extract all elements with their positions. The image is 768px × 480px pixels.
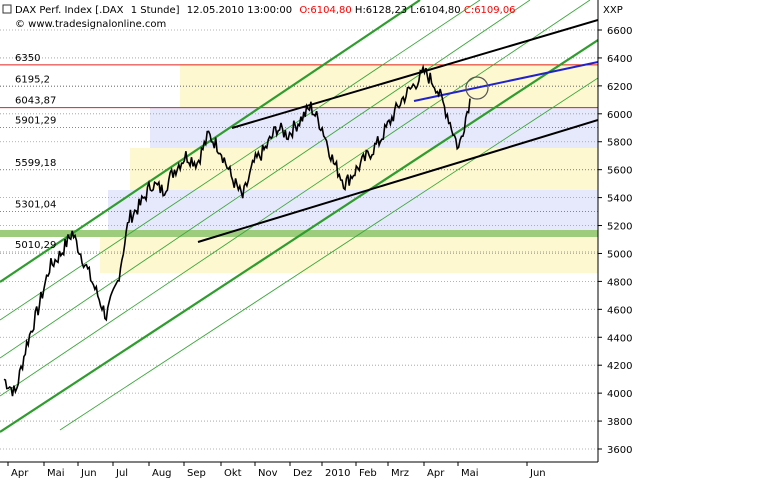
header-high: H:6128,23 — [355, 5, 407, 16]
x-tick-label-9: 2010 — [325, 468, 350, 479]
x-axis: Apr Mai Jun Jul Aug Sep Okt Nov Dez 2010 Feb Mrz Apr… — [7, 462, 546, 479]
trend-lines — [0, 0, 598, 433]
y-tick-label-4800: 4800 — [607, 277, 632, 288]
y-tick-label-6600: 6600 — [607, 26, 632, 37]
channel-green-thin-1 — [0, 0, 481, 321]
source-label: © www.tradesignalonline.com — [15, 19, 166, 30]
header-open: O:6104,80 — [299, 5, 351, 16]
x-tick-label-5: Sep — [187, 468, 206, 479]
x-tick-label-13: Mai — [461, 468, 479, 479]
header-interval: 1 Stunde] — [131, 5, 180, 16]
chart-header: DAX Perf. Index [.DAX 1 Stunde] 12.05.20… — [2, 4, 623, 30]
y-tick-label-4000: 4000 — [607, 389, 632, 400]
y-tick-label-4200: 4200 — [607, 361, 632, 372]
x-tick-label-8: Dez — [293, 468, 312, 479]
y-tick-label-6000: 6000 — [607, 110, 632, 121]
y-tick-label-4400: 4400 — [607, 333, 632, 344]
x-tick-label-3: Jul — [115, 468, 128, 479]
x-tick-label-6: Okt — [224, 468, 242, 479]
x-tick-label-0: Apr — [11, 468, 29, 479]
header-square-icon — [2, 4, 12, 14]
y-tick-label-5400: 5400 — [607, 194, 632, 205]
header-instrument: DAX Perf. Index [.DAX — [15, 5, 124, 16]
trend-blue — [413, 61, 598, 102]
band-blue-lower — [108, 190, 598, 230]
level-labels: 6350 6195,2 6043,87 5901,29 5599,18 5301,04 50… — [15, 53, 56, 251]
x-tick-label-10: Feb — [359, 468, 377, 479]
price-series — [3, 64, 471, 397]
x-tick-label-1: Mai — [47, 468, 65, 479]
trend-black-upper — [231, 19, 598, 129]
channel-green-lower — [0, 39, 598, 433]
y-tick-label-6400: 6400 — [607, 54, 632, 65]
channel-green-thin-4 — [59, 77, 598, 431]
band-yellow-top — [180, 64, 598, 108]
channel-green-thin-2 — [0, 0, 531, 359]
level-label-6: 5010,29 — [15, 240, 56, 251]
y-tick-label-5000: 5000 — [607, 249, 632, 260]
y-tick-label-3600: 3600 — [607, 445, 632, 456]
band-yellow-bottom — [100, 237, 598, 273]
band-green-support — [0, 230, 598, 237]
x-tick-label-2: Jun — [80, 468, 97, 479]
y-tick-label-5600: 5600 — [607, 166, 632, 177]
level-label-2: 6043,87 — [15, 96, 56, 107]
y-tick-label-3800: 3800 — [607, 417, 632, 428]
y-tick-label-5200: 5200 — [607, 222, 632, 233]
header-low: L:6104,80 — [410, 5, 460, 16]
zone-bands — [0, 64, 598, 273]
highlight-circle — [465, 76, 489, 100]
y-tick-label-6200: 6200 — [607, 82, 632, 93]
header-datetime: 12.05.2010 13:00:00 — [187, 5, 292, 16]
header-close: C:6109,06 — [464, 5, 516, 16]
x-tick-label-14: Jun — [529, 468, 546, 479]
x-tick-label-11: Mrz — [391, 468, 409, 479]
x-tick-label-4: Aug — [152, 468, 172, 479]
level-label-0: 6350 — [15, 53, 40, 64]
x-tick-label-7: Nov — [258, 468, 278, 479]
level-label-4: 5599,18 — [15, 158, 56, 169]
svg-text:DAX Perf. Index [.DAX 1: DAX Perf. Index [.DAX 1 Stunde] 12.05.20… — [15, 5, 516, 16]
trend-black-lower — [197, 119, 598, 243]
y-tick-label-5800: 5800 — [607, 138, 632, 149]
level-label-3: 5901,29 — [15, 116, 56, 127]
level-label-5: 5301,04 — [15, 199, 56, 210]
x-tick-label-12: Apr — [427, 468, 445, 479]
y-axis: 3600 3800 4000 4200 4400 4600 4800 5000 5200 5400… — [598, 26, 632, 456]
channel-green-thin-3 — [0, 0, 591, 397]
band-blue-upper — [150, 108, 598, 148]
channel-green-upper — [0, 0, 421, 283]
y-axis-title: XXP — [603, 5, 623, 16]
y-tick-label-4600: 4600 — [607, 305, 632, 316]
level-label-1: 6195,2 — [15, 75, 50, 86]
